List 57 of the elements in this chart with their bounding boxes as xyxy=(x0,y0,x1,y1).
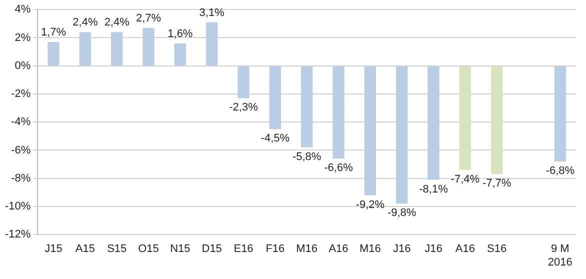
bar xyxy=(142,28,154,66)
x-tick-label: 9 M 2016 xyxy=(548,243,572,268)
bar xyxy=(269,66,282,130)
y-tick-label: -4% xyxy=(11,116,31,128)
y-tick-label: -6% xyxy=(11,144,31,156)
data-label: -5,8% xyxy=(292,150,322,163)
data-label: 3,1% xyxy=(199,6,225,19)
data-label: -9,2% xyxy=(356,198,385,211)
data-label: -8,1% xyxy=(419,183,448,196)
data-label: -6,6% xyxy=(324,162,354,174)
x-tick-label: A15 xyxy=(75,243,95,256)
bar xyxy=(79,32,92,66)
data-label: -9,8% xyxy=(387,207,416,220)
x-tick-label: A16 xyxy=(328,243,348,256)
bar xyxy=(554,66,566,162)
y-tick-label: -2% xyxy=(11,88,31,100)
bar xyxy=(332,66,344,159)
bar xyxy=(110,32,123,66)
data-label: 2,4% xyxy=(72,16,98,29)
x-tick-label: J16 xyxy=(392,243,411,256)
x-tick-label: N15 xyxy=(170,243,190,256)
bar xyxy=(174,43,186,66)
y-tick-label: 2% xyxy=(14,32,31,44)
x-tick-label: E16 xyxy=(234,243,254,256)
bar xyxy=(396,66,408,204)
y-tick-label: 4% xyxy=(14,4,31,16)
x-tick-label: A16 xyxy=(455,243,475,256)
data-label: -6,8% xyxy=(546,165,575,178)
data-label: -2,3% xyxy=(229,102,258,114)
x-tick-label: J15 xyxy=(44,243,62,256)
bar xyxy=(459,66,472,170)
data-label: 1,7% xyxy=(40,26,66,38)
bar xyxy=(206,22,218,66)
x-tick-label: O15 xyxy=(138,243,159,256)
bar xyxy=(364,66,376,196)
y-tick-label: 0% xyxy=(14,60,31,72)
data-label: -4,5% xyxy=(260,132,290,145)
y-tick-label: -12% xyxy=(4,228,31,241)
data-label: 2,4% xyxy=(104,16,130,29)
x-tick-label: S16 xyxy=(487,243,507,256)
x-tick-label: D15 xyxy=(202,243,222,256)
y-tick-label: -10% xyxy=(4,200,31,213)
data-label: -7,7% xyxy=(482,178,512,190)
data-label: 2,7% xyxy=(136,12,162,24)
bar xyxy=(48,42,60,66)
x-tick-label: S15 xyxy=(107,243,127,256)
x-tick-label: M16 xyxy=(359,243,381,256)
bar xyxy=(428,66,440,180)
x-tick-label: M16 xyxy=(296,243,318,256)
bar xyxy=(300,66,313,148)
data-label: 1,6% xyxy=(168,28,193,40)
bar xyxy=(490,66,503,174)
x-tick-label: F16 xyxy=(266,243,285,256)
y-tick-label: -8% xyxy=(11,172,31,184)
x-tick-label: J16 xyxy=(424,243,442,256)
data-label: -7,4% xyxy=(450,173,480,186)
bar xyxy=(238,66,250,98)
